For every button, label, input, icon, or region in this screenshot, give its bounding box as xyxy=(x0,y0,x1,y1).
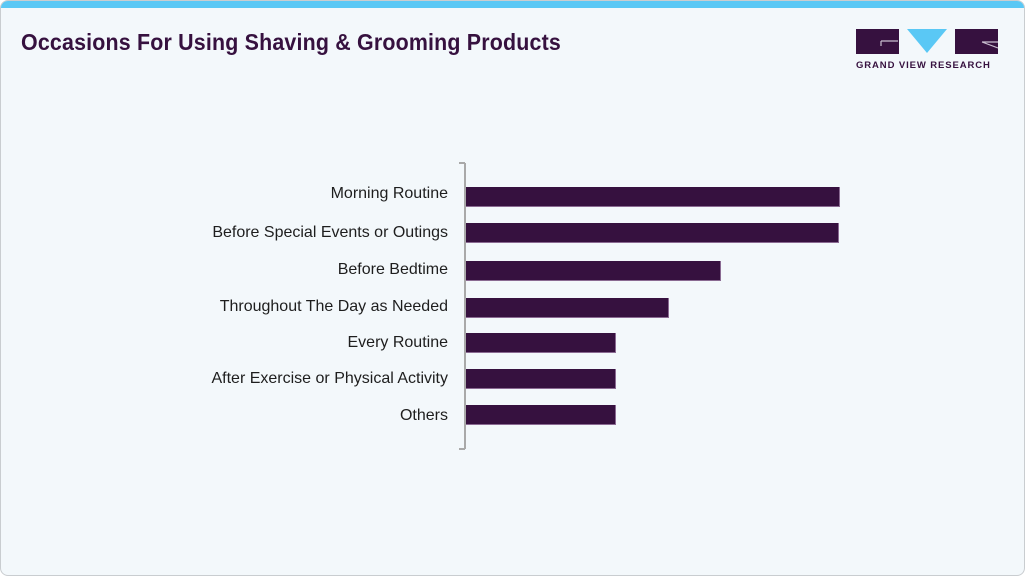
bar-morning-routine xyxy=(466,187,840,207)
bar-every-routine xyxy=(466,333,616,353)
category-label: Morning Routine xyxy=(330,185,448,202)
bar-before-special-events xyxy=(466,223,839,243)
category-label: Before Bedtime xyxy=(337,261,448,278)
category-label: Before Special Events or Outings xyxy=(212,224,448,241)
bar-before-bedtime xyxy=(466,261,721,281)
bar-others xyxy=(466,405,616,425)
y-axis-line xyxy=(464,163,466,449)
y-axis-bottom-tick xyxy=(459,448,465,450)
bar-after-exercise xyxy=(466,369,616,389)
grand-view-research-logo: GRAND VIEW RESEARCH xyxy=(856,29,999,71)
category-label: Every Routine xyxy=(347,334,449,351)
bar-throughout-the-day xyxy=(466,298,669,318)
top-accent-bar xyxy=(1,1,1024,8)
chart-title: Occasions For Using Shaving & Grooming P… xyxy=(21,29,562,55)
logo-text: GRAND VIEW RESEARCH xyxy=(856,60,991,71)
category-label: Others xyxy=(399,407,448,424)
category-label: Throughout The Day as Needed xyxy=(219,298,448,315)
y-axis-top-tick xyxy=(459,162,465,164)
category-label: After Exercise or Physical Activity xyxy=(211,370,448,387)
gvr-logo-icon xyxy=(856,29,999,54)
